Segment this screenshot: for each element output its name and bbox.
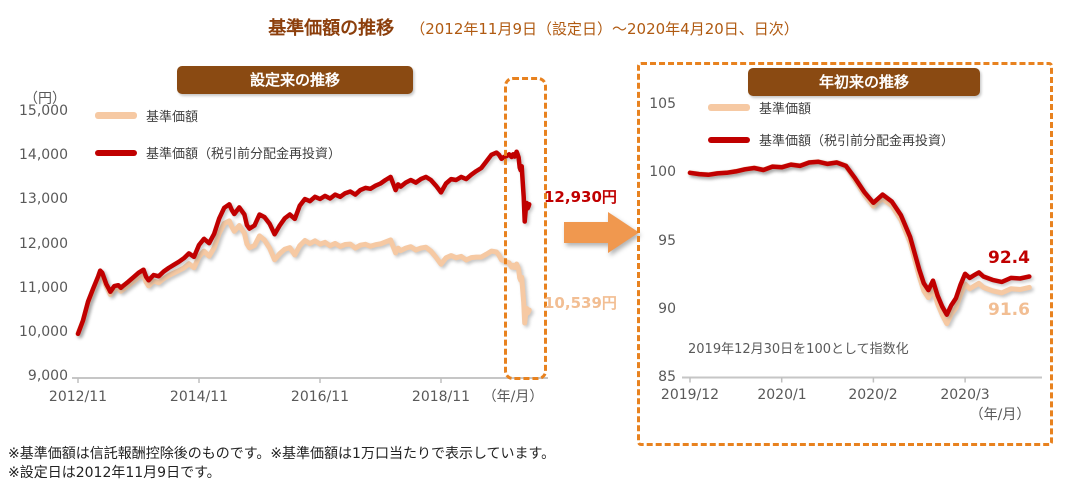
right-legend-nav-reinvested: 基準価額（税引前分配金再投資）	[708, 130, 954, 149]
page-title-sub: （2012年11月9日（設定日）～2020年4月20日、日次）	[410, 20, 799, 38]
right-y-tick: 85	[658, 369, 676, 385]
nav-line-swatch	[708, 104, 750, 111]
left-legend-nav-reinvested: 基準価額（税引前分配金再投資）	[95, 143, 341, 162]
left-y-axis-unit: （円）	[24, 91, 66, 107]
left-y-tick: 15,000	[19, 103, 68, 119]
page-title-main: 基準価額の推移	[268, 18, 395, 39]
right-x-axis-unit: （年/月）	[969, 407, 1031, 423]
left-y-tick: 13,000	[19, 191, 68, 207]
left-x-tick: 2014/11	[169, 389, 229, 405]
since-inception-header: 設定来の推移	[177, 66, 413, 94]
left-y-tick: 10,000	[19, 324, 68, 340]
left-x-axis-unit: （年/月）	[482, 389, 544, 405]
since-inception-plot	[72, 149, 548, 383]
series-line-nav_reinvested	[687, 159, 1032, 317]
legend-label: 基準価額	[146, 110, 199, 125]
index-base-note: 2019年12月30日を100として指数化	[688, 342, 909, 357]
nav-line-swatch	[95, 112, 137, 119]
right-y-tick: 90	[658, 301, 676, 317]
right-y-tick: 95	[658, 233, 676, 249]
page-title: 基準価額の推移 （2012年11月9日（設定日）～2020年4月20日、日次）	[0, 14, 1067, 40]
right-y-tick: 100	[649, 164, 676, 180]
right-x-tick: 2020/2	[848, 387, 898, 403]
legend-label: 基準価額（税引前分配金再投資）	[146, 147, 342, 162]
footnote-line-2: ※設定日は2012年11月9日です。	[8, 465, 221, 481]
left-y-tick: 11,000	[19, 280, 68, 296]
right-x-tick: 2020/1	[757, 387, 807, 403]
nav-reinvested-line-swatch	[95, 149, 137, 156]
left-x-tick: 2016/11	[290, 389, 350, 405]
recent-drop-highlight-box	[504, 77, 547, 380]
left-x-tick: 2012/11	[48, 389, 108, 405]
legend-label: 基準価額（税引前分配金再投資）	[759, 134, 955, 149]
ytd-header: 年初来の推移	[748, 68, 980, 96]
right-y-tick: 105	[649, 96, 676, 112]
left-y-tick: 14,000	[19, 147, 68, 163]
left-legend-nav: 基準価額	[95, 106, 198, 125]
right-legend-nav: 基準価額	[708, 98, 811, 117]
ytd-nav-reinvested-value-label: 92.4	[988, 248, 1030, 268]
ytd-panel-border	[637, 62, 1053, 446]
right-x-tick: 2020/3	[940, 387, 990, 403]
ytd-nav-value-label: 91.6	[988, 300, 1030, 320]
transition-arrow-icon	[564, 212, 639, 253]
nav-reinvested-line-swatch	[708, 136, 750, 143]
nav-reinvested-value-label: 12,930円	[544, 188, 617, 206]
left-y-tick: 12,000	[19, 236, 68, 252]
left-x-tick: 2018/11	[411, 389, 471, 405]
right-x-tick: 2019/12	[660, 387, 720, 403]
left-y-tick: 9,000	[27, 368, 68, 384]
ytd-plot	[682, 159, 1042, 383]
nav-value-label: 10,539円	[544, 294, 617, 312]
footnote-line-1: ※基準価額は信託報酬控除後のものです。※基準価額は1万口当たりで表示しています。	[8, 446, 556, 462]
legend-label: 基準価額	[759, 102, 812, 117]
